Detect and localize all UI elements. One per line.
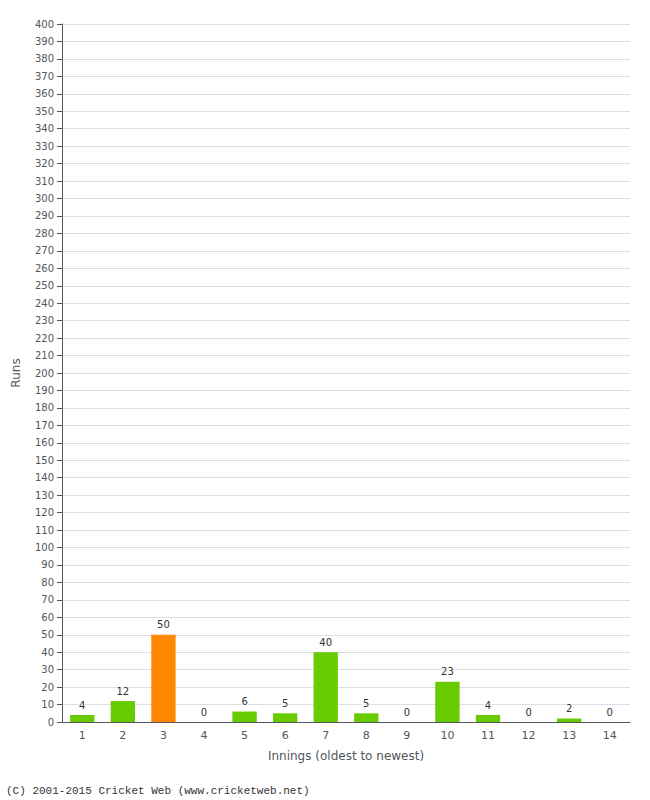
svg-text:280: 280 bbox=[35, 228, 54, 239]
svg-text:110: 110 bbox=[35, 525, 54, 536]
svg-text:220: 220 bbox=[35, 333, 54, 344]
svg-text:160: 160 bbox=[35, 437, 54, 448]
svg-text:11: 11 bbox=[481, 729, 495, 742]
svg-text:390: 390 bbox=[35, 36, 54, 47]
svg-text:130: 130 bbox=[35, 490, 54, 501]
svg-text:23: 23 bbox=[441, 666, 454, 677]
svg-text:0: 0 bbox=[404, 707, 410, 718]
svg-text:230: 230 bbox=[35, 315, 54, 326]
svg-text:120: 120 bbox=[35, 507, 54, 518]
svg-text:9: 9 bbox=[403, 729, 410, 742]
svg-text:370: 370 bbox=[35, 71, 54, 82]
svg-text:12: 12 bbox=[116, 686, 129, 697]
svg-text:70: 70 bbox=[41, 594, 54, 605]
svg-text:0: 0 bbox=[48, 717, 54, 728]
svg-text:50: 50 bbox=[41, 629, 54, 640]
svg-text:90: 90 bbox=[41, 559, 54, 570]
svg-text:380: 380 bbox=[35, 53, 54, 64]
svg-text:330: 330 bbox=[35, 141, 54, 152]
svg-text:6: 6 bbox=[282, 729, 289, 742]
svg-text:5: 5 bbox=[282, 698, 288, 709]
svg-text:1: 1 bbox=[79, 729, 86, 742]
svg-text:2: 2 bbox=[119, 729, 126, 742]
svg-text:260: 260 bbox=[35, 263, 54, 274]
svg-text:10: 10 bbox=[440, 729, 454, 742]
svg-text:350: 350 bbox=[35, 106, 54, 117]
svg-text:400: 400 bbox=[35, 19, 54, 30]
svg-text:Runs: Runs bbox=[9, 358, 23, 387]
svg-text:100: 100 bbox=[35, 542, 54, 553]
svg-text:190: 190 bbox=[35, 385, 54, 396]
svg-text:80: 80 bbox=[41, 577, 54, 588]
svg-text:300: 300 bbox=[35, 193, 54, 204]
svg-text:200: 200 bbox=[35, 368, 54, 379]
svg-text:360: 360 bbox=[35, 88, 54, 99]
svg-text:60: 60 bbox=[41, 612, 54, 623]
svg-text:320: 320 bbox=[35, 158, 54, 169]
svg-text:6: 6 bbox=[241, 696, 247, 707]
svg-text:5: 5 bbox=[363, 698, 369, 709]
svg-text:210: 210 bbox=[35, 350, 54, 361]
svg-text:140: 140 bbox=[35, 472, 54, 483]
svg-text:340: 340 bbox=[35, 123, 54, 134]
svg-text:240: 240 bbox=[35, 298, 54, 309]
svg-text:4: 4 bbox=[201, 729, 208, 742]
svg-text:10: 10 bbox=[41, 699, 54, 710]
svg-text:0: 0 bbox=[201, 707, 207, 718]
svg-text:13: 13 bbox=[562, 729, 576, 742]
svg-text:3: 3 bbox=[160, 729, 167, 742]
svg-text:5: 5 bbox=[241, 729, 248, 742]
svg-text:(C) 2001-2015 Cricket Web (www: (C) 2001-2015 Cricket Web (www.cricketwe… bbox=[6, 785, 310, 797]
svg-text:170: 170 bbox=[35, 420, 54, 431]
svg-text:30: 30 bbox=[41, 664, 54, 675]
svg-text:0: 0 bbox=[607, 707, 613, 718]
svg-text:2: 2 bbox=[566, 703, 572, 714]
svg-text:270: 270 bbox=[35, 245, 54, 256]
svg-text:12: 12 bbox=[522, 729, 536, 742]
svg-text:20: 20 bbox=[41, 682, 54, 693]
svg-text:4: 4 bbox=[79, 700, 85, 711]
svg-text:7: 7 bbox=[322, 729, 329, 742]
svg-text:8: 8 bbox=[363, 729, 370, 742]
svg-text:290: 290 bbox=[35, 210, 54, 221]
svg-text:50: 50 bbox=[157, 619, 170, 630]
svg-text:14: 14 bbox=[603, 729, 617, 742]
svg-text:40: 40 bbox=[319, 637, 332, 648]
svg-text:Innings (oldest to newest): Innings (oldest to newest) bbox=[268, 749, 424, 763]
svg-text:150: 150 bbox=[35, 455, 54, 466]
svg-text:4: 4 bbox=[485, 700, 491, 711]
svg-text:310: 310 bbox=[35, 176, 54, 187]
svg-text:40: 40 bbox=[41, 647, 54, 658]
svg-text:250: 250 bbox=[35, 280, 54, 291]
svg-text:180: 180 bbox=[35, 402, 54, 413]
svg-text:0: 0 bbox=[525, 707, 531, 718]
